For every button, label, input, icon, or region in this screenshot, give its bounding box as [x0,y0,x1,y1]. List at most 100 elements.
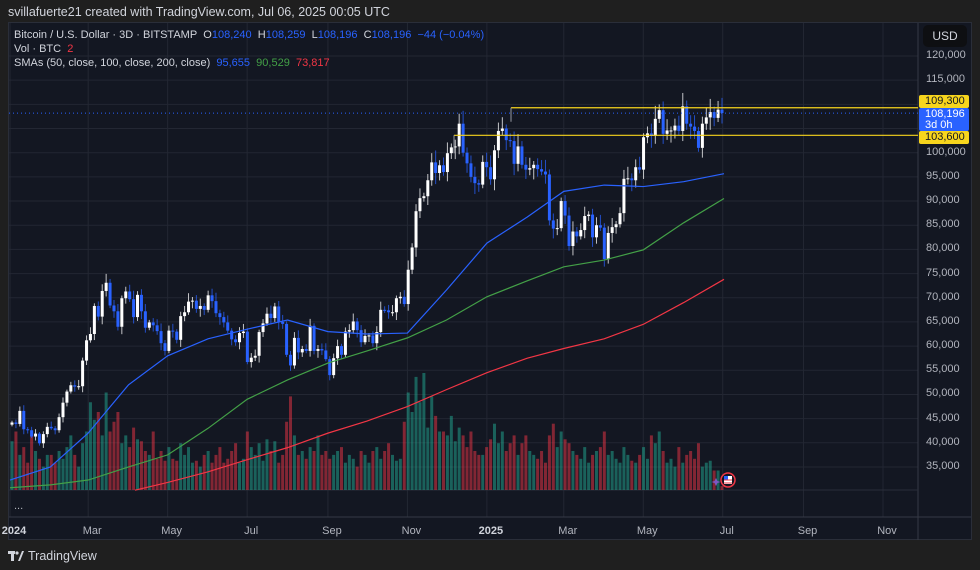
volume-bar [379,458,383,490]
volume-bar [120,443,124,490]
high-label: H [257,29,266,41]
volume-bar [547,435,551,490]
time-tick-label: Mar [82,525,102,537]
time-tick-label: Nov [877,525,897,537]
candle-body [41,434,45,444]
star-event-icon [711,478,721,486]
volume-bar [402,421,406,490]
price-tick-label: 115,000 [926,73,965,86]
candle-body [300,349,304,353]
volume-bar [206,451,210,490]
volume-bar [712,470,716,490]
candle-body [638,167,642,170]
volume-bar [555,447,559,490]
volume-bar [65,447,69,490]
volume-bar [457,427,461,490]
volume-bar [355,466,359,490]
candle-body [410,247,414,270]
candle-body [257,332,261,356]
volume-bar [34,451,38,490]
candle-body [234,339,238,343]
candle-body [634,167,638,181]
price-tick-label: 50,000 [926,387,960,400]
candle-body [630,178,634,181]
candle-body [669,130,673,132]
candle-body [136,294,140,318]
volume-bar [426,427,430,490]
candle-body [143,311,147,328]
candle-body [371,335,375,344]
volume-bar [336,451,340,490]
candle-body [434,162,438,174]
candle-body [575,231,579,237]
volume-bar [696,443,700,490]
candle-body [230,330,234,340]
candle-body [430,162,434,181]
candle-body [489,167,493,180]
volume-bar [273,441,277,490]
candle-body [579,230,583,237]
volume-bar [132,427,136,490]
volume-bar [100,435,104,490]
volume-bar [536,458,540,490]
candle-body [269,313,273,319]
volume-bar [630,460,634,490]
candle-body [316,349,320,351]
volume-bar [653,443,657,490]
volume-bar [96,412,100,490]
volume-bar [489,439,493,490]
volume-bar [571,451,575,490]
candle-body [273,306,277,319]
volume-bar [642,447,646,490]
volume-bar [124,435,128,490]
volume-bar [261,460,265,490]
level-low-tag: 103,600 [919,131,969,144]
volume-bar [292,435,296,490]
candle-body [438,165,442,174]
volume-bar [575,454,579,490]
candle-body [414,211,418,248]
close-label: C [363,29,372,41]
candle-body [285,323,289,355]
volume-bar [18,454,22,490]
candle-body [512,141,516,164]
volume-bar [496,443,500,490]
candle-body [222,317,226,323]
volume-bar [347,454,351,490]
sma-label[interactable]: SMAs (50, close, 100, close, 200, close) [14,57,211,69]
volume-bar [230,451,234,490]
candle-body [26,429,30,431]
volume-bar [171,458,175,490]
candle-body [477,183,481,185]
pane-more-button[interactable]: ... [14,500,24,512]
candle-body [355,321,359,331]
volume-bar [716,470,720,490]
volume-bar [681,462,685,490]
candle-body [77,386,81,388]
symbol-name[interactable]: Bitcoin / U.S. Dollar · 3D · BITSTAMP [14,29,198,41]
candle-body [536,164,540,170]
currency-button[interactable]: USD [923,25,967,47]
volume-bar [383,451,387,490]
candle-body [441,165,445,173]
candle-body [120,298,124,327]
candle-body [14,422,18,424]
candle-body [320,349,324,351]
time-tick-label: Jul [719,525,734,537]
volume-bar [665,462,669,490]
volume-bar [253,454,257,490]
candle-body [469,163,473,177]
candle-body [100,290,104,317]
volume-bar [238,462,242,490]
candle-body [465,152,469,164]
volume-bar [559,431,563,490]
sma-legend: SMAs (50, close, 100, close, 200, close)… [14,57,330,69]
volume-bar [685,454,689,490]
candle-body [693,126,697,131]
volume-bar [81,443,85,490]
volume-bar [645,458,649,490]
volume-bar [563,439,567,490]
candle-body [567,215,571,247]
volume-label[interactable]: Vol · BTC [14,43,62,55]
